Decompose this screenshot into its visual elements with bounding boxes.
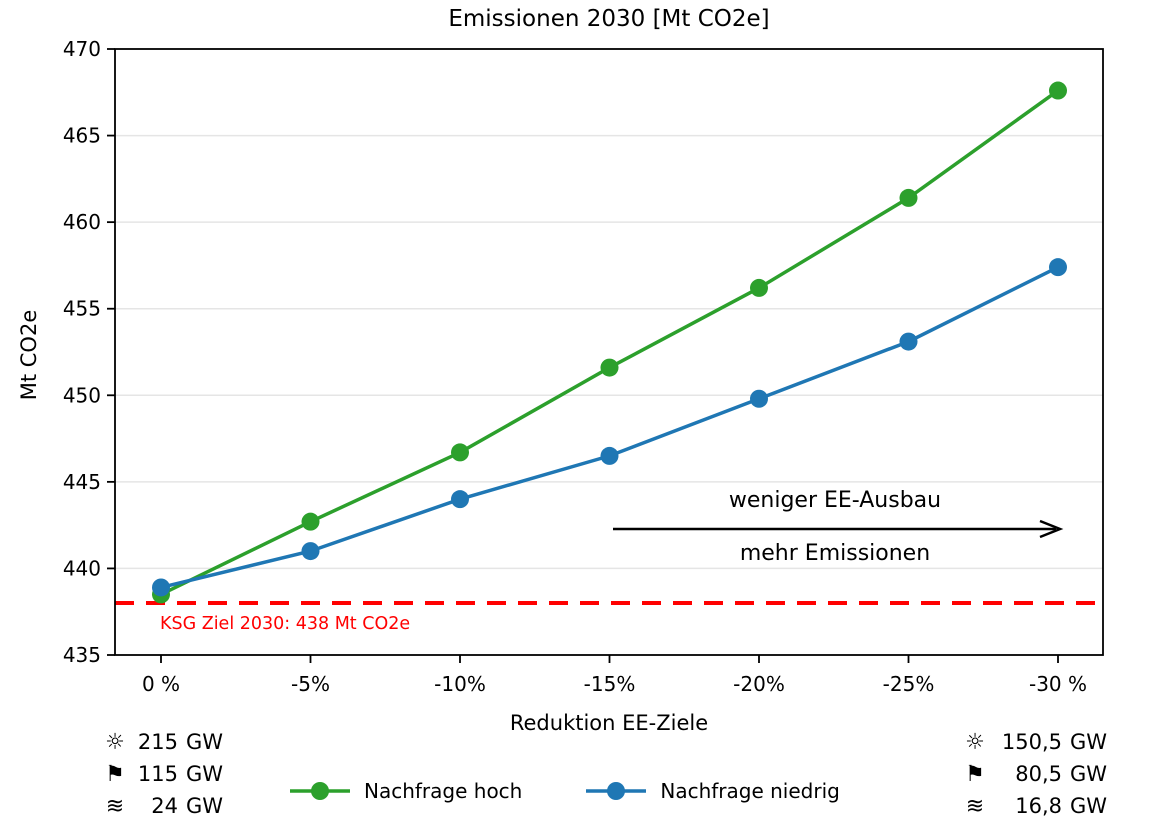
- x-tick-label: -5%: [291, 672, 330, 696]
- chart-title: Emissionen 2030 [Mt CO2e]: [448, 6, 770, 32]
- capacity-unit: GW: [1070, 794, 1108, 818]
- capacity-value: 80,5: [1015, 762, 1062, 786]
- x-tick-label: 0 %: [142, 672, 180, 696]
- data-point: [1049, 258, 1067, 277]
- capacity-value: 150,5: [1001, 730, 1062, 754]
- legend-item: Nachfrage niedrig: [584, 772, 840, 810]
- y-tick-label: 470: [63, 37, 101, 61]
- y-tick-label: 440: [63, 556, 101, 580]
- data-point: [750, 278, 768, 297]
- capacity-value: 115: [137, 762, 178, 786]
- data-point: [899, 332, 918, 351]
- y-tick-label: 460: [63, 210, 101, 234]
- sun-icon: ☼: [105, 729, 125, 755]
- data-point: [152, 578, 170, 597]
- data-point: [451, 443, 469, 462]
- capacity-row: ☼ 215 GW: [102, 726, 223, 758]
- waves-icon: ≋: [965, 793, 985, 819]
- series-line-niedrig: [160, 265, 1059, 590]
- data-point: [899, 188, 918, 207]
- capacity-value: 215: [137, 730, 178, 754]
- ksg-target-label: KSG Ziel 2030: 438 Mt CO2e: [160, 614, 410, 634]
- legend-label: Nachfrage hoch: [364, 779, 523, 803]
- capacity-unit: GW: [1070, 730, 1108, 754]
- flag-icon: ⚑: [105, 761, 125, 787]
- x-tick-label: -20%: [733, 672, 785, 696]
- data-point: [750, 389, 768, 408]
- capacity-row: ≋ 16,8 GW: [962, 790, 1107, 822]
- x-tick-label: -25%: [883, 672, 935, 696]
- annotation-line2: mehr Emissionen: [740, 541, 930, 566]
- series-line-hoch: [160, 89, 1060, 596]
- capacity-unit: GW: [186, 794, 224, 818]
- x-tick-label: -15%: [584, 672, 636, 696]
- capacity-unit: GW: [1070, 762, 1108, 786]
- legend-marker-icon: [586, 782, 647, 800]
- y-tick-label: 450: [63, 383, 101, 407]
- data-point: [1049, 81, 1067, 100]
- y-tick-label: 435: [63, 643, 101, 667]
- waves-icon: ≋: [105, 793, 125, 819]
- y-tick-label: 465: [63, 124, 101, 148]
- legend-item: Nachfrage hoch: [288, 772, 522, 810]
- data-point: [301, 542, 320, 561]
- data-point: [451, 490, 469, 509]
- capacity-row: ≋ 24 GW: [102, 790, 223, 822]
- data-point: [301, 512, 320, 531]
- y-tick-label: 455: [63, 297, 101, 321]
- y-tick-label: 445: [63, 470, 101, 494]
- capacity-row: ☼ 150,5 GW: [962, 726, 1107, 758]
- capacity-block-left: ☼ 215 GW ⚑ 115 GW ≋ 24 GW: [102, 726, 223, 822]
- capacity-row: ⚑ 115 GW: [102, 758, 223, 790]
- capacity-value: 24: [151, 794, 178, 818]
- capacity-block-right: ☼ 150,5 GW ⚑ 80,5 GW ≋ 16,8 GW: [962, 726, 1107, 822]
- chart-legend: Nachfrage hoch Nachfrage niedrig: [288, 772, 840, 810]
- capacity-unit: GW: [186, 730, 224, 754]
- annotation-line1: weniger EE-Ausbau: [729, 488, 941, 513]
- capacity-row: ⚑ 80,5 GW: [962, 758, 1107, 790]
- data-point: [600, 358, 619, 377]
- flag-icon: ⚑: [965, 761, 985, 787]
- capacity-value: 16,8: [1015, 794, 1062, 818]
- capacity-unit: GW: [186, 762, 224, 786]
- annotation-arrowhead-icon: [1039, 519, 1064, 539]
- x-tick-label: -30 %: [1029, 672, 1087, 696]
- x-axis-label: Reduktion EE-Ziele: [509, 711, 709, 735]
- x-tick-label: -10%: [434, 672, 486, 696]
- legend-marker-icon: [290, 782, 350, 800]
- sun-icon: ☼: [965, 729, 985, 755]
- legend-label: Nachfrage niedrig: [660, 779, 840, 803]
- data-point: [600, 446, 619, 465]
